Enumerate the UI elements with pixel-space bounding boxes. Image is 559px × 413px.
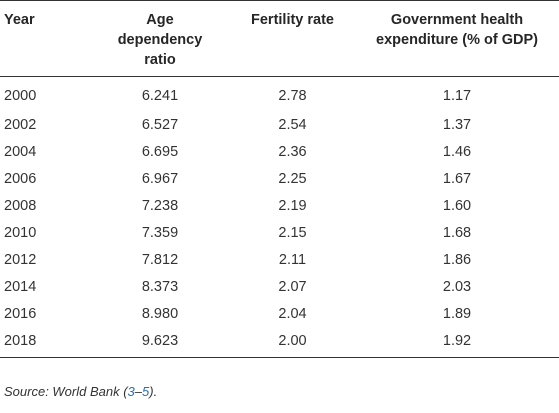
header-gov-health: Government health expenditure (% of GDP)	[355, 0, 559, 77]
cell-age-dependency: 6.527	[141, 116, 179, 133]
cell-gov-health: 1.89	[442, 305, 472, 322]
cell-year: 2014	[4, 278, 37, 295]
source-note: Source: World Bank (3–5).	[4, 384, 157, 399]
cell-year: 2008	[4, 197, 37, 214]
header-fertility-rate: Fertility rate	[230, 0, 355, 77]
cell-fertility: 2.36	[278, 143, 307, 160]
cell-year: 2018	[0, 327, 90, 358]
cell-fertility: 2.19	[278, 197, 307, 214]
cell-fertility: 2.54	[278, 116, 307, 133]
source-dash: –	[134, 384, 143, 399]
cell-age-dependency: 9.623	[90, 327, 230, 358]
cell-gov-health: 1.67	[442, 170, 472, 187]
table-body: 2000 6.241 2.78 1.17 2002 6.527 2.54 1.3…	[0, 77, 559, 358]
cell-age-dependency: 6.695	[141, 143, 179, 160]
cell-age-dependency: 6.967	[141, 170, 179, 187]
cell-gov-health: 1.68	[442, 224, 472, 241]
data-table: Year Age dependency ratio Fertility rate…	[0, 0, 559, 358]
cell-age-dependency: 7.238	[141, 197, 179, 214]
cell-fertility: 2.07	[278, 278, 307, 295]
cell-gov-health: 1.17	[442, 88, 472, 105]
table-row: 2014 8.373 2.07 2.03	[0, 274, 559, 301]
header-age-line2: dependency	[117, 32, 203, 48]
table-row: 2004 6.695 2.36 1.46	[0, 139, 559, 166]
header-age-line3: ratio	[144, 52, 176, 68]
cell-year: 2012	[4, 251, 37, 268]
table-row: 2012 7.812 2.11 1.86	[0, 247, 559, 274]
cell-gov-health: 1.46	[442, 143, 472, 160]
cell-fertility: 2.25	[278, 170, 307, 187]
cell-fertility: 2.15	[278, 224, 307, 241]
header-age-line1: Age	[146, 12, 174, 28]
reference-link-3[interactable]: 3	[127, 384, 135, 399]
cell-gov-health: 1.37	[442, 116, 472, 133]
table-row: 2018 9.623 2.00 1.92	[0, 327, 559, 358]
cell-age-dependency: 7.812	[141, 251, 179, 268]
cell-fertility: 2.00	[230, 327, 355, 358]
cell-year: 2000	[4, 88, 37, 105]
table-row: 2002 6.527 2.54 1.37	[0, 112, 559, 139]
cell-year: 2004	[4, 143, 37, 160]
cell-year: 2002	[4, 116, 37, 133]
cell-gov-health: 2.03	[442, 278, 472, 295]
cell-age-dependency: 7.359	[141, 224, 179, 241]
header-gov-line1: Government health	[390, 12, 524, 28]
table-row: 2000 6.241 2.78 1.17	[0, 77, 559, 112]
reference-link-5[interactable]: 5	[142, 384, 150, 399]
header-year: Year	[0, 0, 90, 77]
table-header: Year Age dependency ratio Fertility rate…	[0, 0, 559, 77]
cell-age-dependency: 8.980	[141, 305, 179, 322]
cell-gov-health: 1.60	[442, 197, 472, 214]
cell-fertility: 2.11	[278, 251, 307, 268]
header-row: Year Age dependency ratio Fertility rate…	[0, 0, 559, 77]
cell-age-dependency: 8.373	[141, 278, 179, 295]
cell-year: 2016	[4, 305, 37, 322]
cell-year: 2010	[4, 224, 37, 241]
source-suffix: ).	[149, 384, 158, 399]
table-row: 2008 7.238 2.19 1.60	[0, 193, 559, 220]
cell-fertility: 2.04	[278, 305, 307, 322]
cell-gov-health: 1.86	[442, 251, 472, 268]
table-row: 2006 6.967 2.25 1.67	[0, 166, 559, 193]
cell-age-dependency: 6.241	[141, 88, 179, 105]
table-row: 2016 8.980 2.04 1.89	[0, 301, 559, 328]
source-prefix: Source: World Bank (	[4, 384, 128, 399]
header-age-dependency: Age dependency ratio	[90, 0, 230, 77]
data-table-container: Year Age dependency ratio Fertility rate…	[0, 0, 559, 358]
cell-year: 2006	[4, 170, 37, 187]
table-row: 2010 7.359 2.15 1.68	[0, 220, 559, 247]
cell-fertility: 2.78	[278, 88, 307, 105]
header-gov-line2: expenditure (% of GDP)	[376, 32, 538, 48]
cell-gov-health: 1.92	[355, 327, 559, 358]
